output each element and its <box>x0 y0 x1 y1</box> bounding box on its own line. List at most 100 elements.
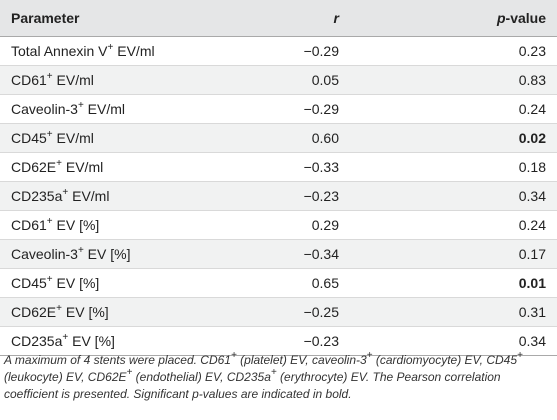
cell-parameter: CD235a+ EV/ml <box>0 181 240 211</box>
parameter-sup: + <box>62 331 69 343</box>
cell-p-value: 0.34 <box>350 326 557 356</box>
table-row: CD61+ EV [%] 0.29 0.24 <box>0 210 557 240</box>
table-row: CD62E+ EV/ml −0.33 0.18 <box>0 152 557 182</box>
parameter-base: CD62E <box>11 158 57 175</box>
cell-p-value: 0.18 <box>350 152 557 182</box>
parameter-base: CD45 <box>11 274 47 291</box>
header-p-letter: p <box>496 9 506 26</box>
header-parameter: Parameter <box>0 0 240 37</box>
cell-parameter: CD62E+ EV [%] <box>0 297 240 327</box>
cell-r: 0.05 <box>240 65 350 95</box>
cell-parameter: Caveolin-3+ EV [%] <box>0 239 240 269</box>
table-row: Total Annexin V+ EV/ml −0.29 0.23 <box>0 36 557 66</box>
parameter-suffix: EV/ml <box>52 71 94 88</box>
footnote-text-3: (cardiomyocyte) EV, CD45 <box>372 353 518 367</box>
parameter-base: Caveolin-3 <box>11 100 78 117</box>
parameter-suffix: EV/ml <box>68 187 110 204</box>
cell-p-value: 0.24 <box>350 210 557 240</box>
table-header: Parameter r p-value <box>0 0 557 37</box>
parameter-sup: + <box>46 128 53 140</box>
parameter-base: CD45 <box>11 129 47 146</box>
parameter-suffix: EV/ml <box>83 100 126 117</box>
parameter-base: CD62E <box>11 303 57 320</box>
table-row: CD62E+ EV [%] −0.25 0.31 <box>0 297 557 327</box>
parameter-suffix: EV/ml <box>52 129 94 146</box>
cell-p-value: 0.23 <box>350 36 557 66</box>
parameter-suffix: EV [%] <box>52 274 100 291</box>
parameter-base: CD61 <box>11 71 47 88</box>
footnote-text-5: (endothelial) EV, CD235a <box>132 370 271 384</box>
parameter-suffix: EV/ml <box>61 158 104 175</box>
table-footnote: A maximum of 4 stents were placed. CD61+… <box>4 350 554 403</box>
cell-r: −0.29 <box>240 36 350 66</box>
cell-p-value: 0.34 <box>350 181 557 211</box>
cell-parameter: Total Annexin V+ EV/ml <box>0 36 240 66</box>
header-r: r <box>240 0 350 37</box>
cell-r: −0.23 <box>240 181 350 211</box>
footnote-text-4: (leukocyte) EV, CD62E <box>4 370 127 384</box>
parameter-sup: + <box>77 244 84 256</box>
header-p-suffix: -value <box>505 9 546 26</box>
footnote-text-2: (platelet) EV, caveolin-3 <box>236 353 367 367</box>
cell-r: −0.23 <box>240 326 350 356</box>
footnote-sup-3: + <box>517 350 523 361</box>
cell-r: 0.65 <box>240 268 350 298</box>
parameter-suffix: EV/ml <box>113 42 155 59</box>
footnote-text-6: (erythrocyte) EV. The Pearson correlatio… <box>4 370 501 401</box>
table-row: Caveolin-3+ EV [%] −0.34 0.17 <box>0 239 557 269</box>
footnote-sup-2: + <box>366 350 373 361</box>
cell-p-value: 0.83 <box>350 65 557 95</box>
table-row: CD61+ EV/ml 0.05 0.83 <box>0 65 557 95</box>
cell-parameter: CD235a+ EV [%] <box>0 326 240 356</box>
parameter-base: Total Annexin V <box>11 42 108 59</box>
footnote-text-1: A maximum of 4 stents were placed. CD61 <box>4 353 231 367</box>
header-row: Parameter r p-value <box>0 0 557 37</box>
footnote-p-letter: p <box>192 387 199 401</box>
footnote-sup-4: + <box>126 367 133 378</box>
cell-p-value: 0.31 <box>350 297 557 327</box>
header-p-value: p-value <box>350 0 557 37</box>
cell-r: −0.25 <box>240 297 350 327</box>
cell-r: −0.29 <box>240 94 350 124</box>
cell-parameter: CD61+ EV/ml <box>0 65 240 95</box>
cell-r: 0.29 <box>240 210 350 240</box>
table-body: Total Annexin V+ EV/ml −0.29 0.23 CD61+ EV/… <box>0 36 557 356</box>
cell-p-value: 0.01 <box>350 268 557 298</box>
parameter-suffix: EV [%] <box>52 216 100 233</box>
parameter-base: Caveolin-3 <box>11 245 78 262</box>
table-row: Caveolin-3+ EV/ml −0.29 0.24 <box>0 94 557 124</box>
cell-parameter: CD62E+ EV/ml <box>0 152 240 182</box>
table-row: CD45+ EV [%] 0.65 0.01 <box>0 268 557 298</box>
parameter-base: CD235a <box>11 187 63 204</box>
table-figure: Parameter r p-value Total Annexin V+ EV/… <box>0 0 557 401</box>
cell-p-value: 0.02 <box>350 123 557 153</box>
parameter-sup: + <box>46 273 53 285</box>
cell-parameter: Caveolin-3+ EV/ml <box>0 94 240 124</box>
parameter-sup: + <box>77 99 84 111</box>
parameter-sup: + <box>46 215 53 227</box>
cell-r: −0.33 <box>240 152 350 182</box>
parameter-suffix: EV [%] <box>61 303 109 320</box>
parameter-sup: + <box>107 41 114 53</box>
cell-r: −0.34 <box>240 239 350 269</box>
parameter-base: CD61 <box>11 216 47 233</box>
footnote-sup-5: + <box>270 367 277 378</box>
parameter-sup: + <box>46 70 53 82</box>
cell-parameter: CD61+ EV [%] <box>0 210 240 240</box>
cell-parameter: CD45+ EV/ml <box>0 123 240 153</box>
footnote-sup-1: + <box>230 350 237 361</box>
cell-r: 0.60 <box>240 123 350 153</box>
parameter-suffix: EV [%] <box>68 332 115 349</box>
table-row: CD45+ EV/ml 0.60 0.02 <box>0 123 557 153</box>
cell-parameter: CD45+ EV [%] <box>0 268 240 298</box>
parameter-base: CD235a <box>11 332 63 349</box>
correlation-table: Parameter r p-value Total Annexin V+ EV/… <box>0 0 557 356</box>
parameter-sup: + <box>56 302 62 314</box>
table-row: CD235a+ EV/ml −0.23 0.34 <box>0 181 557 211</box>
cell-p-value: 0.17 <box>350 239 557 269</box>
cell-p-value: 0.24 <box>350 94 557 124</box>
footnote-text-7: -values are indicated in bold. <box>198 387 352 401</box>
parameter-sup: + <box>62 186 69 198</box>
table-row: CD235a+ EV [%] −0.23 0.34 <box>0 326 557 356</box>
parameter-sup: + <box>56 157 62 169</box>
